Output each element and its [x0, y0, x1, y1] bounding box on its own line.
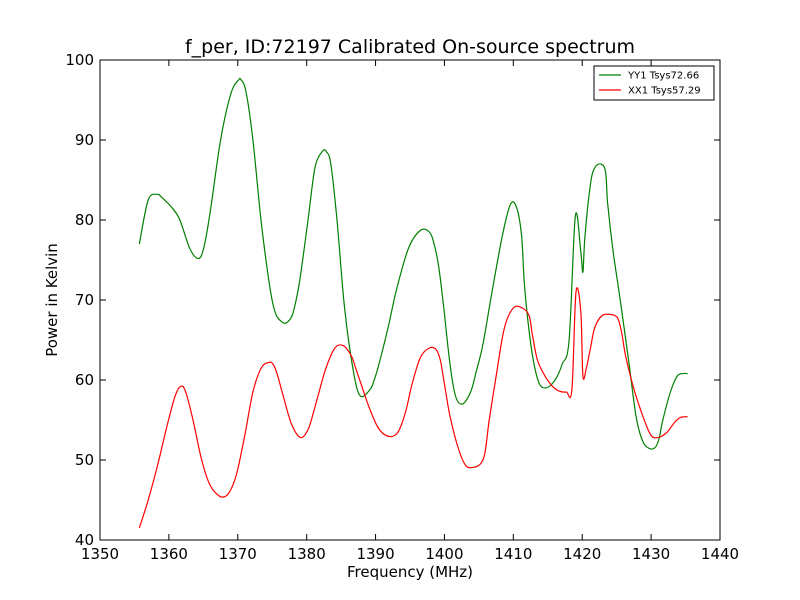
y-axis-label: Power in Kelvin [43, 243, 61, 357]
y-tick-label: 70 [75, 291, 94, 309]
y-axis: 40 50 60 70 80 90 100 [65, 51, 720, 549]
series-layer [138, 77, 688, 529]
y-tick-label: 50 [75, 451, 94, 469]
legend-label: XX1 Tsys57.29 [628, 86, 701, 97]
x-tick-label: 1350 [81, 545, 119, 563]
x-tick-label: 1440 [701, 545, 739, 563]
x-tick-label: 1420 [563, 545, 601, 563]
x-tick-label: 1390 [356, 545, 394, 563]
x-tick-label: 1400 [425, 545, 463, 563]
chart-title: f_per, ID:72197 Calibrated On-source spe… [185, 36, 635, 58]
legend-box [593, 65, 715, 101]
y-tick-label: 100 [65, 51, 94, 69]
y-tick-label: 80 [75, 211, 94, 229]
y-tick-label: 90 [75, 131, 94, 149]
x-tick-label: 1380 [288, 545, 326, 563]
x-axis: 1350 1360 1370 1380 1390 1400 1410 1420 1430 1440 [81, 60, 739, 563]
y-tick-label: 40 [75, 531, 94, 549]
x-tick-label: 1430 [632, 545, 670, 563]
series-line-xx1 [138, 287, 688, 529]
series-line-yy1 [138, 77, 688, 450]
legend-label: YY1 Tsys72.66 [627, 71, 699, 82]
x-tick-label: 1360 [150, 545, 188, 563]
x-axis-label: Frequency (MHz) [347, 563, 473, 581]
y-tick-label: 60 [75, 371, 94, 389]
legend: YY1 Tsys72.66 XX1 Tsys57.29 [593, 65, 715, 101]
x-tick-label: 1370 [219, 545, 257, 563]
x-tick-label: 1410 [494, 545, 532, 563]
